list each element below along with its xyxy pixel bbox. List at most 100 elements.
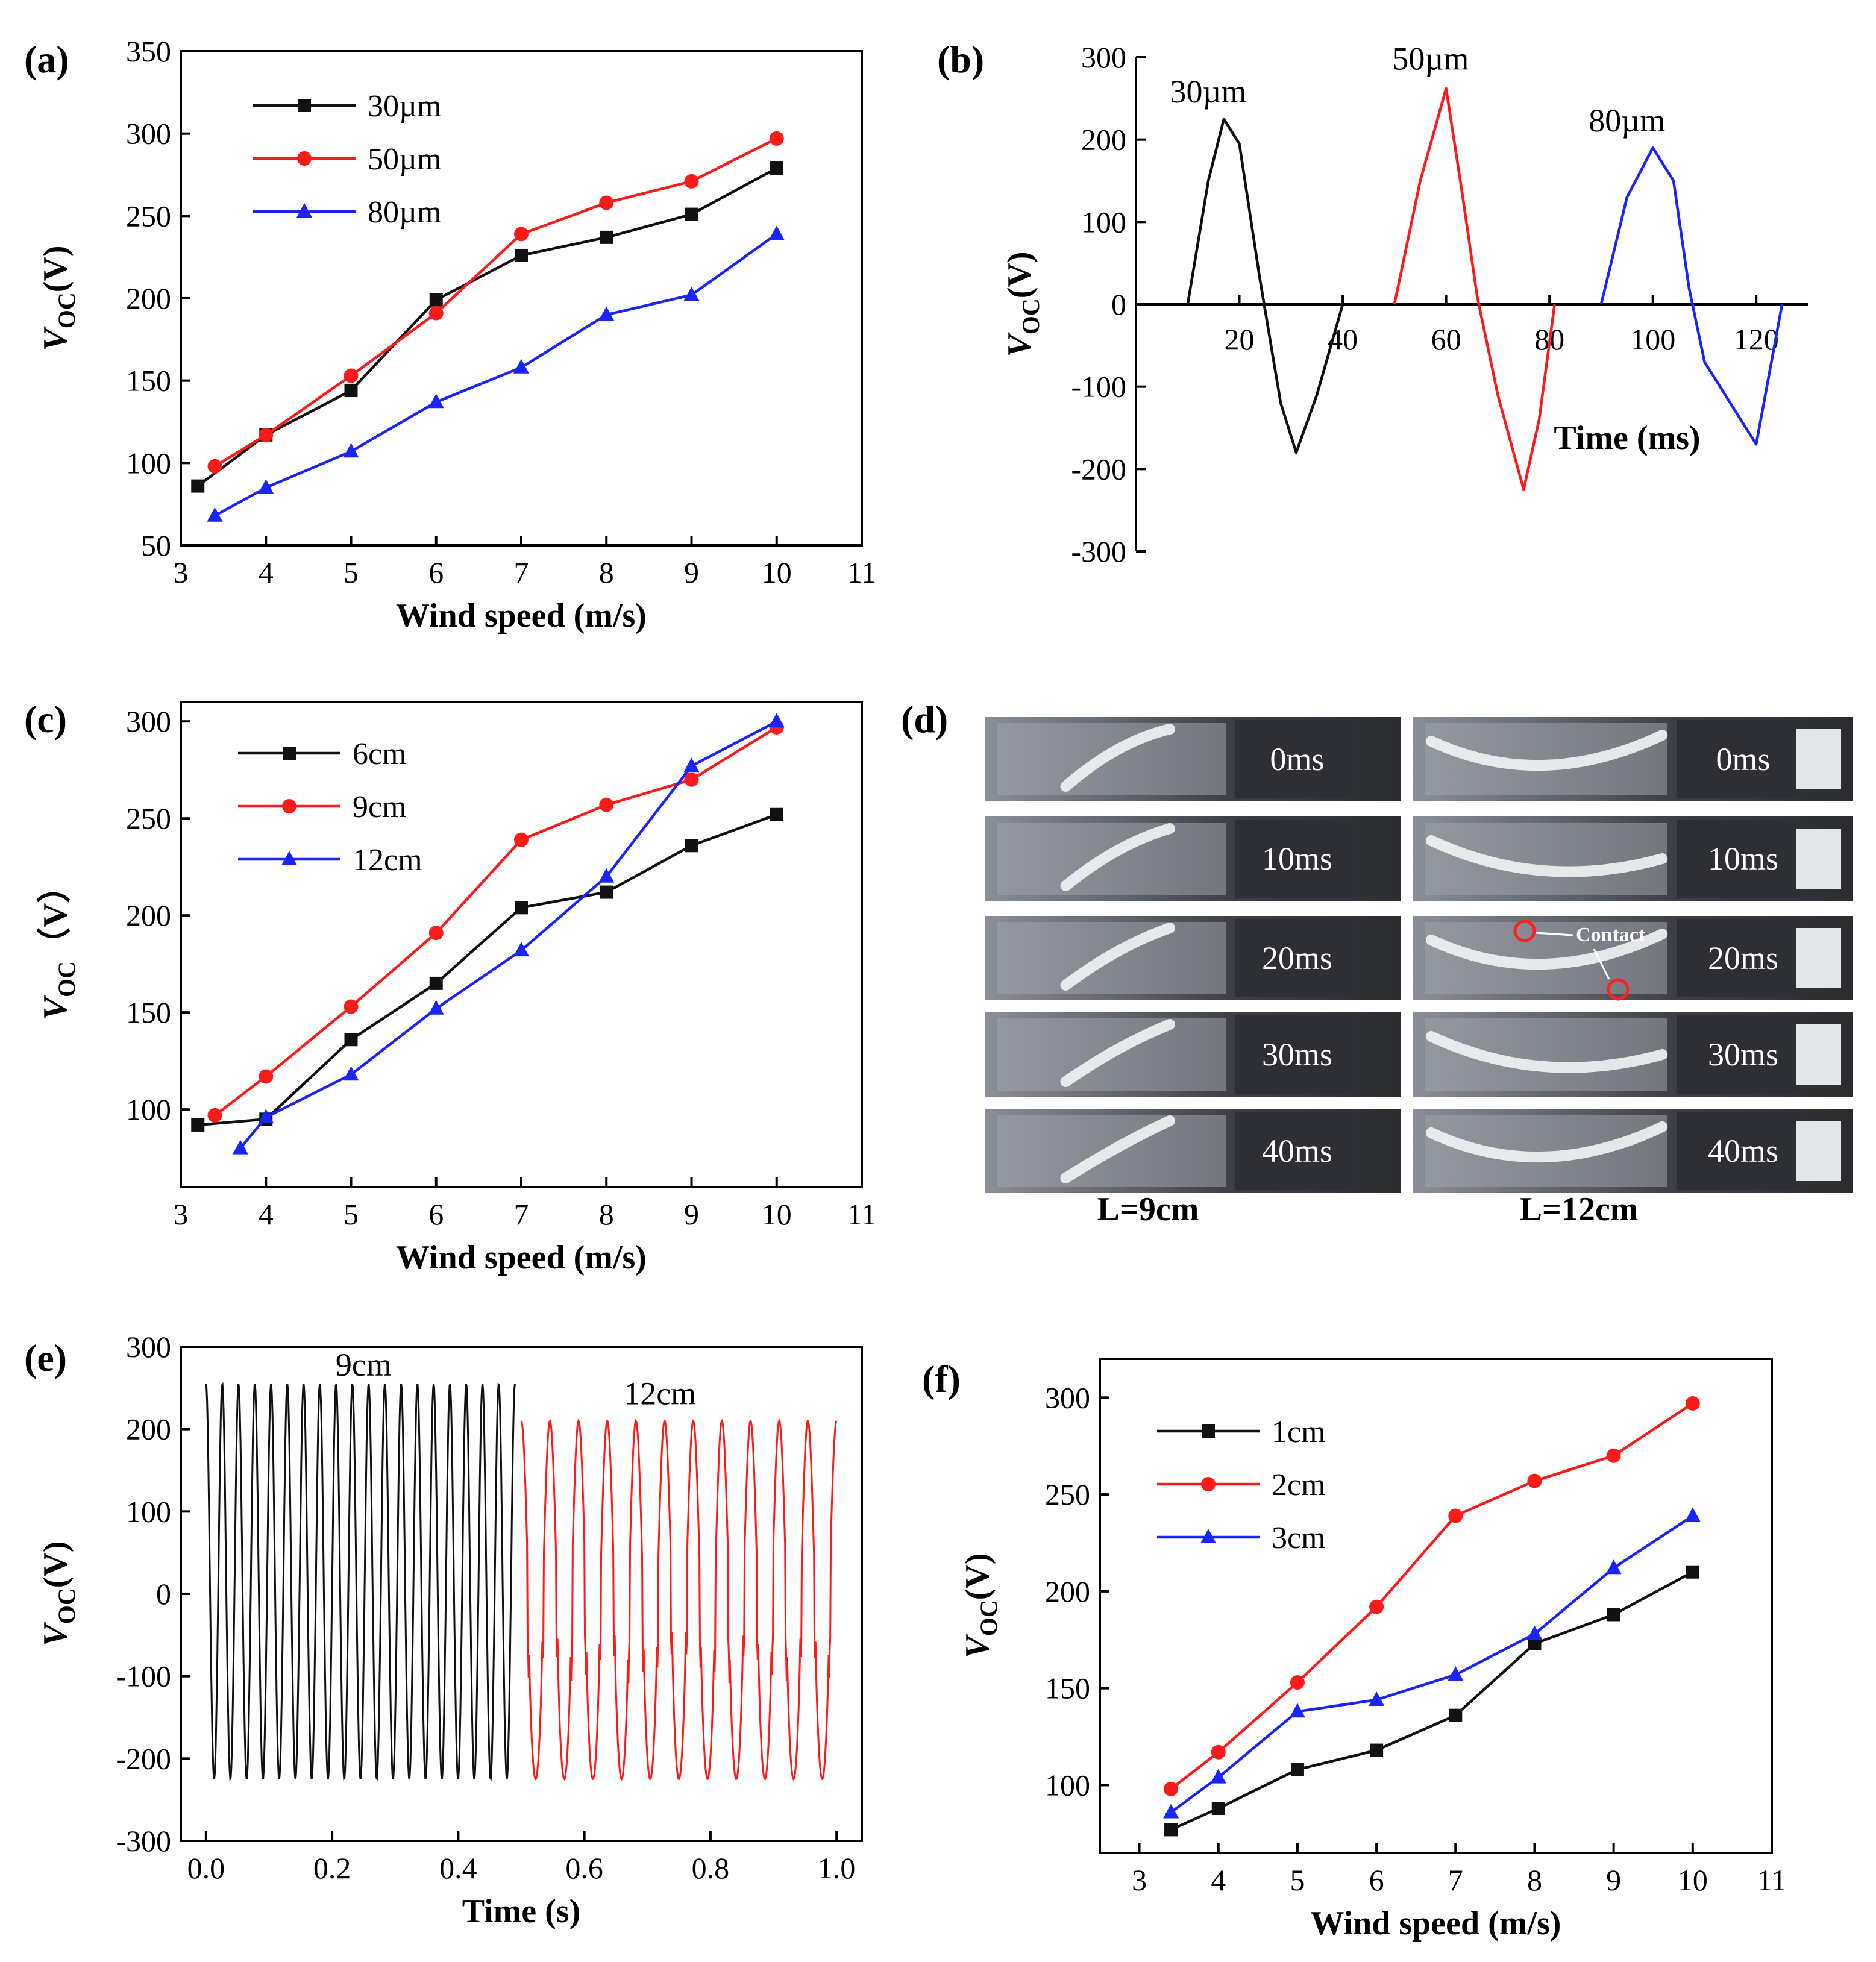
x-axis-label-e: Time (s) [462, 1893, 581, 1930]
data-point-30µm [600, 230, 613, 244]
x-axis-label-b: Time (ms) [1554, 419, 1700, 457]
data-point-9cm [344, 999, 359, 1014]
photo-dark-block [1677, 1112, 1801, 1190]
x-tick-label-a: 3 [174, 556, 189, 589]
photo-dark-block [1235, 919, 1352, 997]
data-point-3cm [1289, 1703, 1305, 1718]
data-point-6cm [429, 976, 443, 990]
series-a-0 [191, 161, 783, 493]
y-tick-label-b: 200 [1081, 123, 1126, 157]
photo-time-label: 30ms [1708, 1036, 1778, 1073]
data-point-2cm [1685, 1396, 1700, 1411]
x-tick-label-b: 100 [1630, 322, 1675, 356]
y-tick-label-f: 200 [1045, 1575, 1090, 1608]
legend-marker-50µm [297, 151, 312, 166]
photo-time-label: 40ms [1708, 1133, 1778, 1169]
legend-label-30µm: 30µm [368, 89, 441, 124]
y-tick-label-f: 150 [1045, 1672, 1090, 1705]
data-point-3cm [1369, 1691, 1385, 1706]
y-tick-label-b: 0 [1111, 287, 1126, 321]
data-point-9cm [259, 1069, 274, 1084]
data-point-1cm [1370, 1743, 1384, 1757]
y-tick-label-b: -300 [1071, 534, 1126, 568]
x-tick-label-a: 7 [514, 556, 529, 589]
data-point-2cm [1164, 1781, 1179, 1796]
y-axis-label-c: VOC（V） [36, 870, 80, 1020]
photo-film [1426, 835, 1668, 877]
data-point-80µm [683, 286, 700, 301]
x-tick-label-c: 4 [259, 1197, 274, 1231]
photo-time-label: 0ms [1716, 741, 1770, 777]
contact-circle-2 [1607, 978, 1630, 1001]
y-tick-label-c: 200 [126, 898, 171, 932]
series-line-12cm [239, 720, 777, 1150]
x-tick-label-c: 7 [514, 1197, 529, 1231]
data-point-2cm [1290, 1675, 1305, 1690]
legend-label-9cm: 9cm [353, 790, 407, 824]
x-tick-label-e: 0.0 [187, 1851, 225, 1885]
photo-film [1060, 823, 1175, 891]
data-point-50µm [428, 306, 444, 321]
photo-time-label: 30ms [1262, 1036, 1332, 1073]
chart-e: (e) 0.0 0.2 0.4 0.6 0.8 1.0 -300 -200 -100 0 100 200… [24, 1330, 863, 1930]
data-point-12cm [258, 1109, 274, 1124]
x-tick-label-c: 3 [174, 1197, 189, 1231]
series-c-0 [191, 807, 783, 1132]
x-tick-label-a: 4 [259, 556, 274, 589]
photo-film [1426, 929, 1668, 970]
photo-time-label: 20ms [1262, 940, 1332, 976]
x-tick-label-a: 10 [762, 556, 792, 589]
series-line-80µm [214, 233, 778, 517]
series-c-2 [232, 713, 785, 1155]
photo-channel [1425, 1115, 1667, 1187]
data-point-30µm [770, 161, 783, 175]
legend-marker-30µm [298, 99, 311, 112]
column-label-12cm: L=12cm [1520, 1191, 1639, 1228]
annotation-b-0: 30µm [1170, 74, 1247, 110]
legend-label-3cm: 3cm [1272, 1521, 1326, 1555]
data-point-3cm [1605, 1559, 1622, 1575]
x-tick-label-b: 120 [1734, 322, 1779, 356]
y-tick-label-e: 200 [126, 1412, 171, 1446]
data-point-3cm [1526, 1625, 1543, 1640]
y-axis-label-e: VOC(V) [37, 1541, 80, 1646]
data-point-2cm [1606, 1448, 1621, 1463]
series-f-0 [1164, 1565, 1699, 1837]
y-tick-label-e: -100 [116, 1660, 171, 1693]
y-axis-label-a: VOC(V) [37, 245, 80, 351]
series-line-80µm [1599, 146, 1784, 446]
x-tick-label-c: 9 [684, 1197, 699, 1231]
legend-marker-2cm [1201, 1477, 1216, 1491]
y-tick-label-a: 200 [126, 281, 171, 315]
data-point-80µm [598, 306, 615, 321]
series-line-6cm [198, 813, 777, 1127]
x-tick-label-c: 8 [599, 1197, 614, 1231]
data-point-1cm [1528, 1637, 1542, 1650]
legend-label-12cm: 12cm [353, 843, 422, 877]
y-tick-label-c: 250 [126, 801, 171, 835]
photo-dark-block [1235, 1015, 1352, 1094]
photo-dark-block [1235, 820, 1352, 898]
panel-label-b: (b) [937, 38, 984, 81]
photo-film [1426, 1031, 1668, 1073]
photo-bright-patch [1796, 829, 1841, 889]
data-point-50µm [684, 174, 699, 189]
photo-dark-block [1677, 919, 1801, 997]
series-line-30µm [196, 167, 777, 487]
legend-label-2cm: 2cm [1272, 1468, 1326, 1502]
y-tick-label-b: 300 [1081, 40, 1126, 74]
legend-marker-9cm [282, 799, 296, 813]
x-tick-label-f: 7 [1448, 1863, 1463, 1897]
data-point-80µm [768, 225, 785, 240]
data-point-9cm [514, 832, 529, 847]
y-axis-label-b: VOC(V) [1001, 251, 1044, 357]
plot-frame-a [180, 50, 863, 547]
data-point-9cm [684, 772, 699, 787]
panel-label-c: (c) [24, 698, 67, 741]
chart-a: (a) 3 4 5 6 7 8 9 10 11 50 100 150 200 250 300 350 Wind s… [24, 34, 876, 635]
chart-b: (b)20 40 60 80 100 120-300-200-1000100200300T… [937, 38, 1808, 568]
data-point-30µm [191, 479, 205, 493]
chart-c: (c) 3 4 5 6 7 8 9 10 11 100 150 200 250 300 Wind speed … [24, 698, 876, 1276]
y-tick-label-e: 0 [156, 1577, 171, 1611]
x-tick-label-c: 6 [428, 1197, 444, 1231]
